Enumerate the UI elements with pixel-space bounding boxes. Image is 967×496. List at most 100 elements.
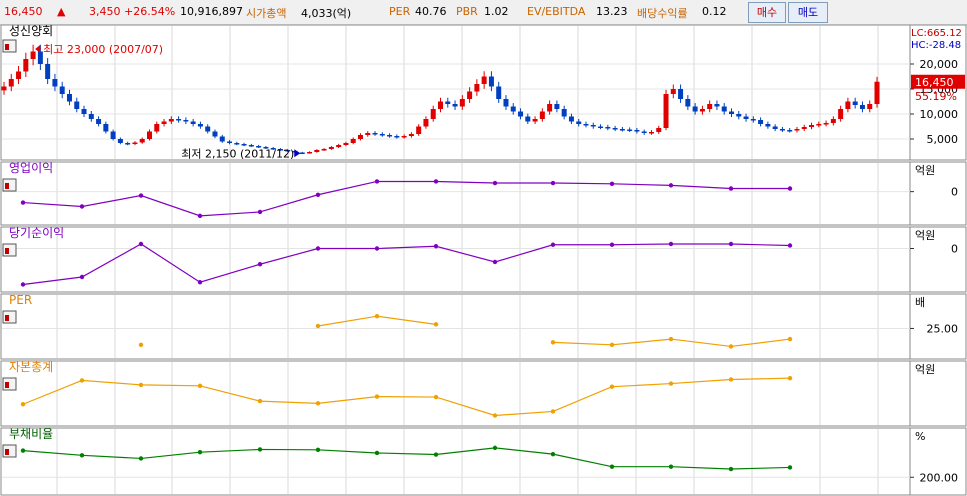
candle-body [190, 121, 196, 124]
candle-body [496, 86, 502, 99]
panel-settings-icon [2, 39, 17, 53]
candle-body [285, 150, 291, 152]
candle-body [23, 59, 29, 72]
panel-title: 자본총계 [9, 360, 53, 374]
per-label: PER [389, 5, 411, 18]
y-tick-label: 10,000 [920, 108, 959, 121]
candle-body [445, 101, 451, 104]
candle-body [59, 86, 65, 94]
panel-settings-icon-mark [5, 315, 9, 321]
candle-body [168, 119, 174, 122]
candle-body [277, 149, 283, 151]
candle-body [801, 127, 807, 129]
candle-body [823, 123, 829, 125]
candle-body [176, 119, 182, 121]
candle-body [481, 76, 487, 84]
candle-body [328, 147, 334, 149]
panel-settings-icon-mark [5, 44, 9, 50]
candle-body [590, 125, 596, 127]
data-point [787, 465, 793, 470]
series-line [317, 315, 437, 327]
candle-body [474, 84, 480, 92]
candle-body [561, 109, 567, 117]
y-tick-label: 5,000 [927, 133, 959, 146]
candle-body [372, 133, 378, 135]
candle-body [52, 79, 58, 87]
candle-body [707, 104, 713, 109]
ev-ebitda-label: EV/EBITDA [527, 5, 586, 18]
panel-frame [0, 161, 911, 226]
pbr-value: 1.02 [484, 5, 509, 18]
candle-body [365, 133, 371, 135]
last-price-label: 16,450 [915, 76, 954, 89]
y-tick-label: 20,000 [920, 58, 959, 71]
candle-body [736, 114, 742, 117]
volume-value: 10,916,897 [180, 5, 243, 18]
sell-button[interactable]: 매도 [788, 2, 828, 23]
candle-body [336, 145, 342, 147]
candle-body [103, 124, 109, 132]
panel-frame [0, 427, 911, 496]
candle-body [467, 91, 473, 99]
candle-body [270, 148, 276, 150]
panel-settings-icon-mark [5, 183, 9, 189]
buy-button[interactable]: 매수 [748, 2, 786, 23]
candle-body [576, 121, 582, 124]
right-arrow-icon [294, 149, 301, 158]
ev-ebitda-value: 13.23 [596, 5, 628, 18]
candle-body [394, 136, 400, 138]
series-line [22, 377, 791, 417]
candle-body [547, 104, 553, 112]
y-axis-frame [909, 427, 967, 496]
candle-body [634, 130, 640, 132]
candle-body [518, 111, 524, 117]
candle-body [117, 139, 123, 143]
panel-settings-icon [2, 444, 17, 458]
candle-body [387, 135, 393, 137]
last-price-tag [911, 74, 965, 89]
candle-body [416, 126, 422, 134]
candle-body [867, 104, 873, 109]
candle-body [765, 124, 771, 127]
candle-body [816, 124, 822, 126]
y-tick-label: 200.00 [920, 471, 959, 484]
candle-body [30, 51, 36, 59]
candle-body [139, 139, 145, 143]
candle-body [248, 145, 254, 147]
panel-4: 25.00 PER 배 [0, 293, 967, 360]
series-line [22, 243, 791, 286]
unit-label: 억원 [915, 164, 935, 177]
candle-body [809, 125, 815, 127]
candle-body [438, 101, 443, 109]
unit-label: 억원 [915, 229, 935, 242]
candle-body [299, 152, 305, 154]
mcap-label: 시가총액 [246, 7, 287, 20]
candle-body [670, 89, 676, 94]
y-axis-frame [909, 161, 967, 226]
candle-body [132, 142, 138, 144]
candle-body [197, 124, 203, 127]
candle-body [314, 150, 320, 152]
y-tick-label: 0 [951, 243, 958, 256]
candle-body [845, 101, 851, 109]
panel-settings-icon [2, 243, 17, 257]
candle-body [241, 144, 247, 146]
candle-body [350, 139, 356, 143]
y-axis-frame [909, 360, 967, 427]
candle-body [256, 146, 262, 148]
panel-settings-icon [2, 377, 17, 391]
series-line [552, 338, 791, 348]
candle-body [663, 94, 669, 128]
series-line [22, 447, 791, 470]
candle-body [183, 120, 189, 122]
panel-3: 0 당기순이익 억원 [0, 226, 967, 293]
candle-body [66, 94, 72, 102]
candle-body [779, 129, 785, 131]
candle-body [539, 111, 545, 119]
y-tick-label: 0 [951, 186, 958, 199]
candle-body [227, 141, 233, 143]
candle-body [321, 149, 327, 151]
candle-body [699, 109, 705, 112]
dividend-label: 배당수익률 [637, 7, 688, 20]
